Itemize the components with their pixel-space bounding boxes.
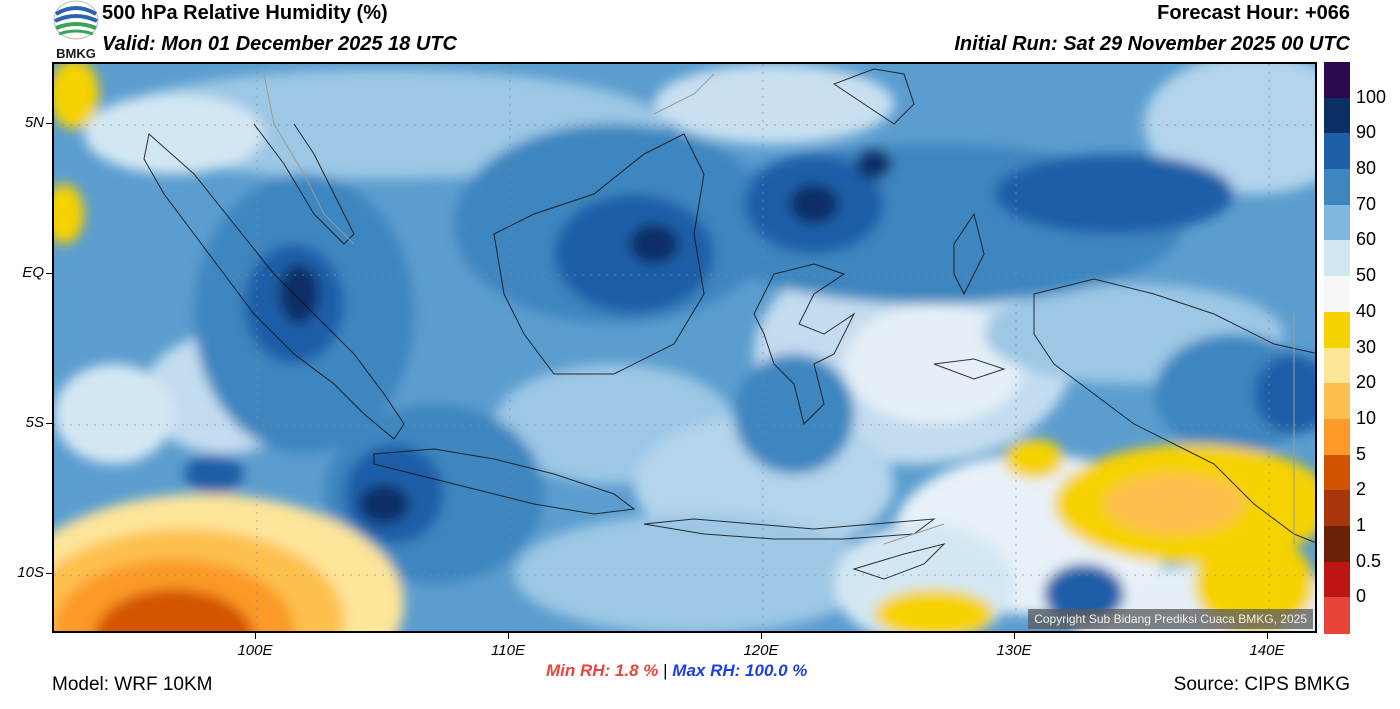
lon-label-110e: 110E (491, 642, 525, 659)
lon-tick (1267, 633, 1268, 639)
rh-stats: Min RH: 1.8 % | Max RH: 100.0 % (546, 661, 807, 681)
colorbar-swatch (1324, 347, 1350, 384)
colorbar-label: 5 (1356, 443, 1367, 464)
lat-tick (46, 573, 52, 574)
colorbar-swatch (1324, 240, 1350, 277)
bmkg-logo-icon: BMKG (53, 0, 99, 61)
valid-time: Valid: Mon 01 December 2025 18 UTC (102, 33, 457, 55)
humidity-field (54, 64, 1315, 631)
lon-label-130e: 130E (996, 642, 1032, 659)
lon-label-100e: 100E (237, 642, 273, 659)
map-title: 500 hPa Relative Humidity (%) (102, 2, 388, 24)
min-rh: Min RH: 1.8 % (546, 661, 659, 680)
colorbar-label: 0 (1356, 586, 1367, 607)
colorbar-swatch (1324, 204, 1350, 241)
model-label: Model: WRF 10KM (52, 674, 213, 695)
colorbar-swatch (1324, 311, 1350, 348)
lon-label-140e: 140E (1249, 642, 1285, 659)
lat-tick (46, 273, 52, 274)
colorbar-label: 40 (1356, 300, 1377, 321)
max-rh: Max RH: 100.0 % (672, 661, 808, 680)
colorbar-swatch (1324, 383, 1350, 420)
lat-label-eq: EQ (22, 264, 44, 281)
colorbar-swatch (1324, 561, 1350, 598)
forecast-hour: Forecast Hour: +066 (1157, 2, 1350, 24)
colorbar-swatch (1324, 597, 1350, 634)
colorbar-label: 0.5 (1356, 550, 1382, 571)
source-label: Source: CIPS BMKG (1173, 674, 1350, 695)
colorbar-swatch (1324, 418, 1350, 456)
initial-run: Initial Run: Sat 29 November 2025 00 UTC (954, 33, 1350, 55)
colorbar-swatch (1324, 525, 1350, 563)
lat-label-5s: 5S (25, 414, 44, 431)
colorbar-label: 90 (1356, 122, 1377, 143)
colorbar-label: 20 (1356, 372, 1377, 393)
bmkg-logo: BMKG (52, 0, 100, 61)
colorbar-label: 2 (1356, 479, 1367, 500)
colorbar-label: 60 (1356, 229, 1377, 250)
lat-label-5n: 5N (24, 114, 44, 131)
colorbar-swatch (1324, 133, 1350, 170)
colorbar-swatch (1324, 97, 1350, 134)
humidity-map: Copyright Sub Bidang Prediksi Cuaca BMKG… (52, 62, 1317, 633)
colorbar-label: 30 (1356, 336, 1377, 357)
colorbar (1324, 62, 1350, 634)
logo-text: BMKG (56, 46, 96, 60)
lon-tick (761, 633, 762, 639)
colorbar-label: 10 (1356, 407, 1377, 428)
colorbar-swatch (1324, 62, 1350, 99)
copyright-notice: Copyright Sub Bidang Prediksi Cuaca BMKG… (1028, 609, 1313, 629)
colorbar-label: 1 (1356, 514, 1367, 535)
colorbar-label: 50 (1356, 265, 1377, 286)
lon-tick (255, 633, 256, 639)
lat-tick (46, 123, 52, 124)
colorbar-swatch (1324, 169, 1350, 206)
lat-label-10s: 10S (17, 564, 44, 581)
lon-tick (508, 633, 509, 639)
colorbar-swatch (1324, 490, 1350, 527)
lat-tick (46, 423, 52, 424)
colorbar-swatch (1324, 454, 1350, 491)
colorbar-label: 80 (1356, 158, 1377, 179)
lon-tick (1014, 633, 1015, 639)
colorbar-label: 70 (1356, 193, 1377, 214)
colorbar-swatch (1324, 276, 1350, 313)
lon-label-120e: 120E (743, 642, 779, 659)
coastlines (143, 68, 1315, 580)
stats-separator: | (663, 661, 668, 680)
colorbar-label: 100 (1356, 86, 1387, 107)
